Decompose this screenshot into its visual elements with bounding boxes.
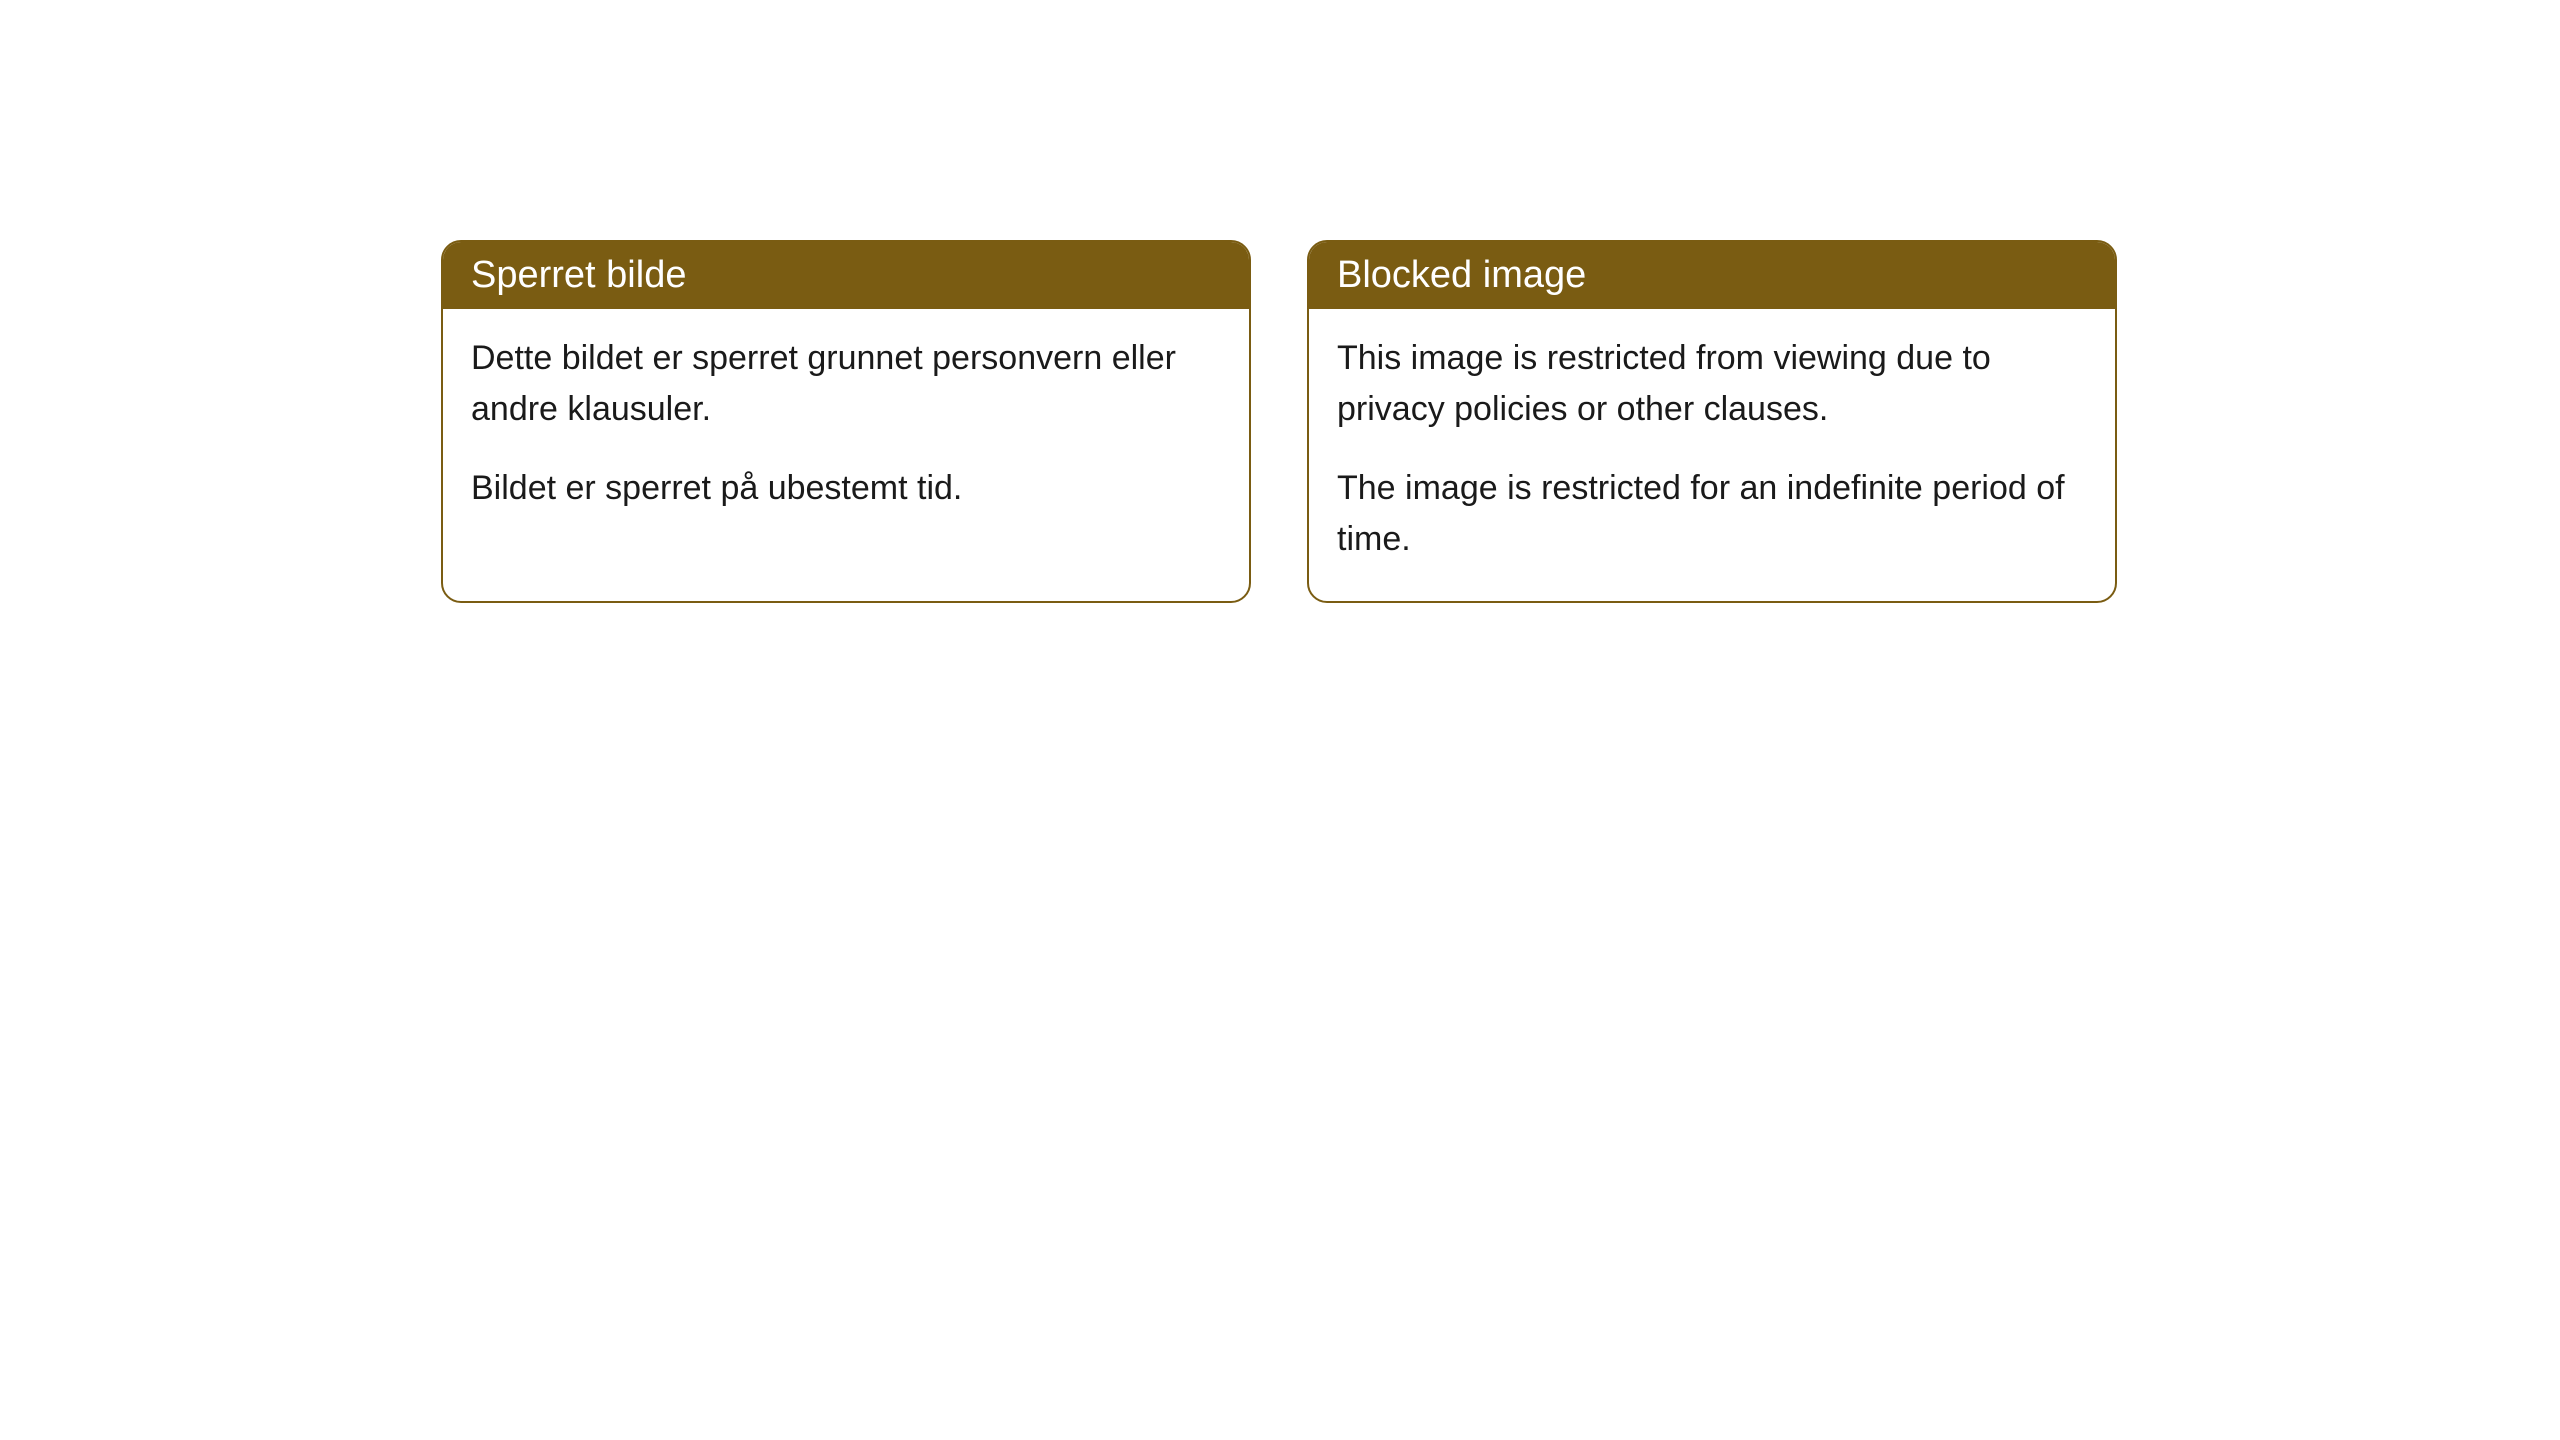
blocked-image-card-en: Blocked image This image is restricted f… <box>1307 240 2117 603</box>
card-body-en: This image is restricted from viewing du… <box>1309 309 2115 601</box>
card-header-no: Sperret bilde <box>443 242 1249 309</box>
blocked-image-card-no: Sperret bilde Dette bildet er sperret gr… <box>441 240 1251 603</box>
card-para2-en: The image is restricted for an indefinit… <box>1337 463 2087 565</box>
card-para1-no: Dette bildet er sperret grunnet personve… <box>471 333 1221 435</box>
card-title-no: Sperret bilde <box>471 254 686 296</box>
card-body-no: Dette bildet er sperret grunnet personve… <box>443 309 1249 550</box>
card-header-en: Blocked image <box>1309 242 2115 309</box>
card-para2-no: Bildet er sperret på ubestemt tid. <box>471 463 1221 514</box>
card-para1-en: This image is restricted from viewing du… <box>1337 333 2087 435</box>
card-title-en: Blocked image <box>1337 254 1586 296</box>
notice-cards-container: Sperret bilde Dette bildet er sperret gr… <box>0 0 2560 603</box>
